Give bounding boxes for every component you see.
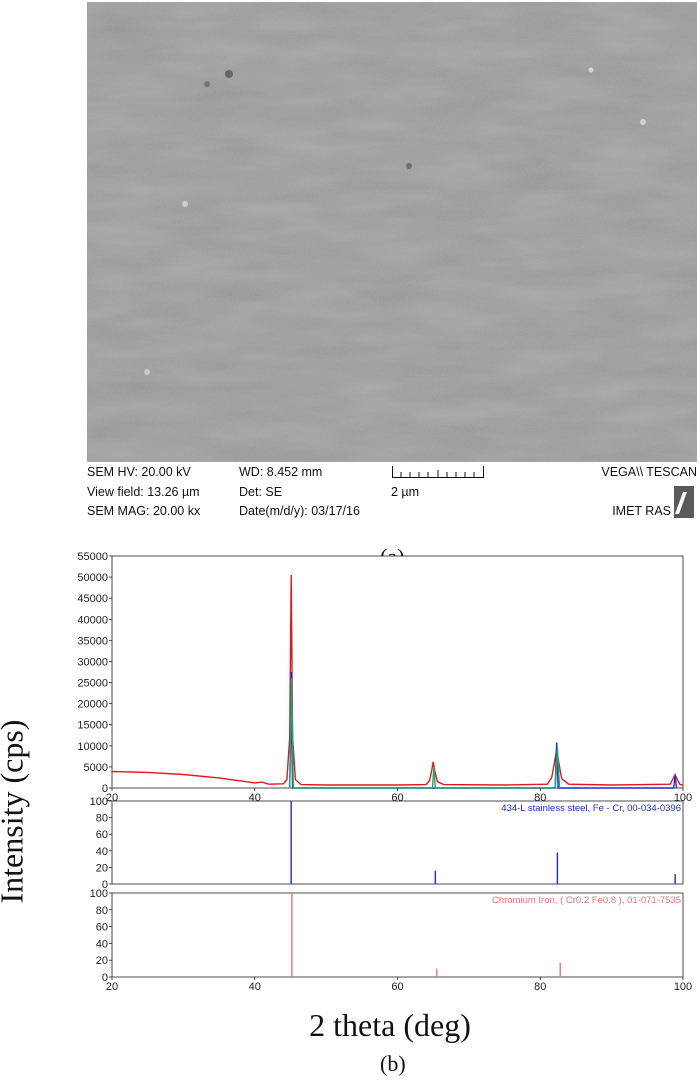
x-tick-label: 60 [391, 981, 403, 993]
instrument-name: VEGA\\ TESCAN [601, 465, 697, 479]
y-tick-label: 60 [96, 922, 108, 934]
x-tick-label: 80 [534, 981, 546, 993]
plot-frame [111, 800, 684, 885]
y-tick-label: 20000 [77, 699, 108, 711]
y-tick-label: 100 [90, 796, 108, 808]
series-line [289, 678, 561, 789]
y-tick-label: 45000 [77, 593, 108, 605]
sem-working-distance: WD: 8.452 mm [239, 465, 323, 479]
lab-name: IMET RAS [612, 504, 671, 518]
x-tick-label: 100 [674, 792, 692, 804]
xrd-chart: 0500010000150002000025000300003500040000… [77, 551, 692, 993]
sem-micrograph [87, 2, 697, 462]
y-tick-label: 40000 [77, 614, 108, 626]
y-tick-label: 0 [102, 972, 108, 984]
sem-bright-spot [640, 119, 646, 125]
sem-view-field: View field: 13.26 µm [87, 485, 200, 499]
sem-date: Date(m/d/y): 03/17/16 [239, 504, 360, 518]
scale-bar [392, 466, 484, 478]
x-tick-label: 40 [249, 981, 261, 993]
y-axis-label: Intensity (cps) [0, 719, 30, 904]
y-tick-label: 100 [90, 888, 108, 900]
y-tick-label: 80 [96, 813, 108, 825]
lab-logo-icon [674, 486, 694, 518]
x-tick-label: 100 [674, 981, 692, 993]
y-tick-label: 10000 [77, 741, 108, 753]
x-axis-label: 2 theta (deg) [309, 1007, 471, 1043]
x-tick-label: 20 [106, 792, 118, 804]
reference-label: Chromium Iron, ( Cr0.2 Fe0.8 ), 01-071-7… [492, 895, 681, 906]
sem-magnification: SEM MAG: 20.00 kx [87, 504, 201, 518]
x-tick-label: 40 [249, 792, 261, 804]
plot-frame [111, 892, 684, 978]
sem-bright-spot [588, 67, 594, 73]
sem-bright-spot [144, 369, 150, 375]
sem-info-bar: SEM HV: 20.00 kV View field: 13.26 µm SE… [87, 463, 697, 523]
y-tick-label: 15000 [77, 720, 108, 732]
y-tick-label: 20 [96, 955, 108, 967]
y-tick-label: 50000 [77, 572, 108, 584]
plot-frame [111, 555, 684, 789]
series-line [111, 574, 684, 786]
y-tick-label: 5000 [84, 762, 108, 774]
y-tick-label: 80 [96, 905, 108, 917]
reference-label: 434-L stainless steel, Fe - Cr, 00-034-0… [501, 803, 681, 814]
sem-dark-spot [406, 163, 412, 169]
x-tick-label: 60 [391, 792, 403, 804]
x-tick-label: 20 [106, 981, 118, 993]
caption-b: (b) [380, 1051, 406, 1076]
y-tick-label: 20 [96, 862, 108, 874]
sem-bright-spot [182, 201, 188, 207]
y-tick-label: 40 [96, 938, 108, 950]
y-tick-label: 60 [96, 829, 108, 841]
y-tick-label: 0 [102, 879, 108, 891]
sem-hv: SEM HV: 20.00 kV [87, 465, 191, 479]
y-tick-label: 25000 [77, 678, 108, 690]
x-tick-label: 80 [534, 792, 546, 804]
scale-bar-label: 2 µm [391, 485, 420, 499]
y-tick-label: 40 [96, 846, 108, 858]
y-tick-label: 35000 [77, 635, 108, 647]
sem-detector: Det: SE [239, 485, 283, 499]
sem-dark-spot [225, 70, 233, 78]
y-tick-label: 30000 [77, 656, 108, 668]
sem-dark-spot [204, 81, 210, 87]
y-tick-label: 55000 [77, 551, 108, 563]
y-tick-label: 0 [102, 783, 108, 795]
